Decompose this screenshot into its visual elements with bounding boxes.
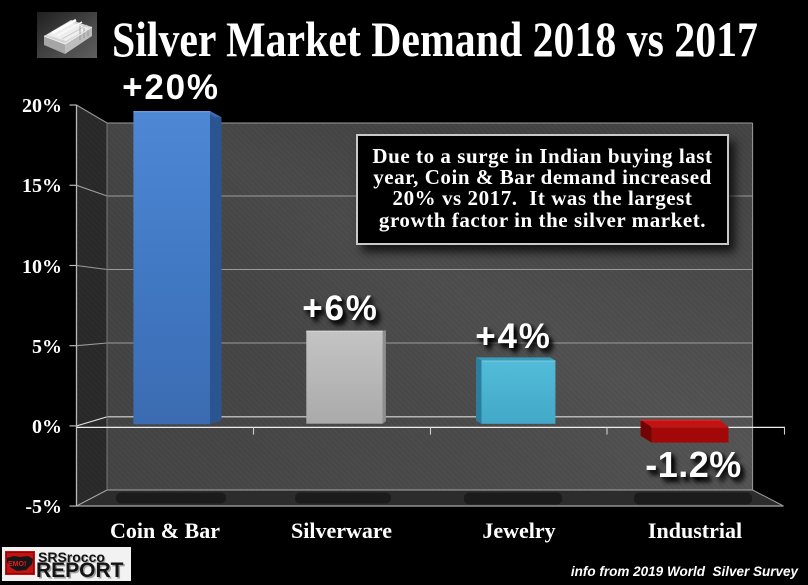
svg-text:EMO!: EMO! [8,561,26,568]
